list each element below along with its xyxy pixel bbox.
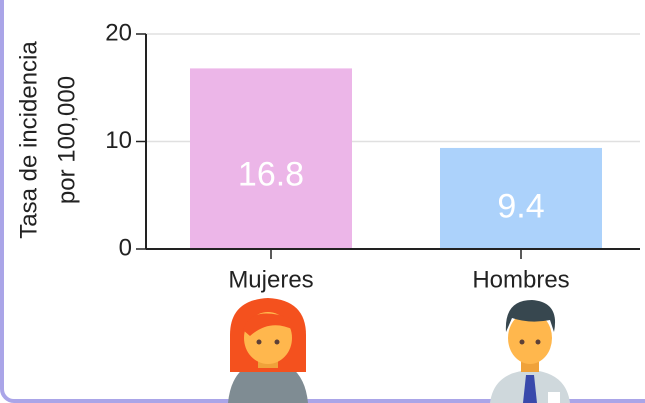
bar [440,147,602,249]
y-axis-label: por 100,000 [53,76,80,204]
man-icon [490,300,570,403]
woman-icon [228,298,308,403]
y-axis-label: Tasa de incidencia [15,41,42,239]
x-tick-label: Mujeres [228,266,313,293]
y-tick-label: 10 [105,127,132,154]
value-label: 16.8 [238,156,304,194]
y-tick-label: 0 [119,234,132,261]
value-label: 9.4 [497,188,544,226]
x-tick-label: Hombres [472,266,569,293]
y-tick-label: 20 [105,19,132,46]
bar [190,68,352,250]
